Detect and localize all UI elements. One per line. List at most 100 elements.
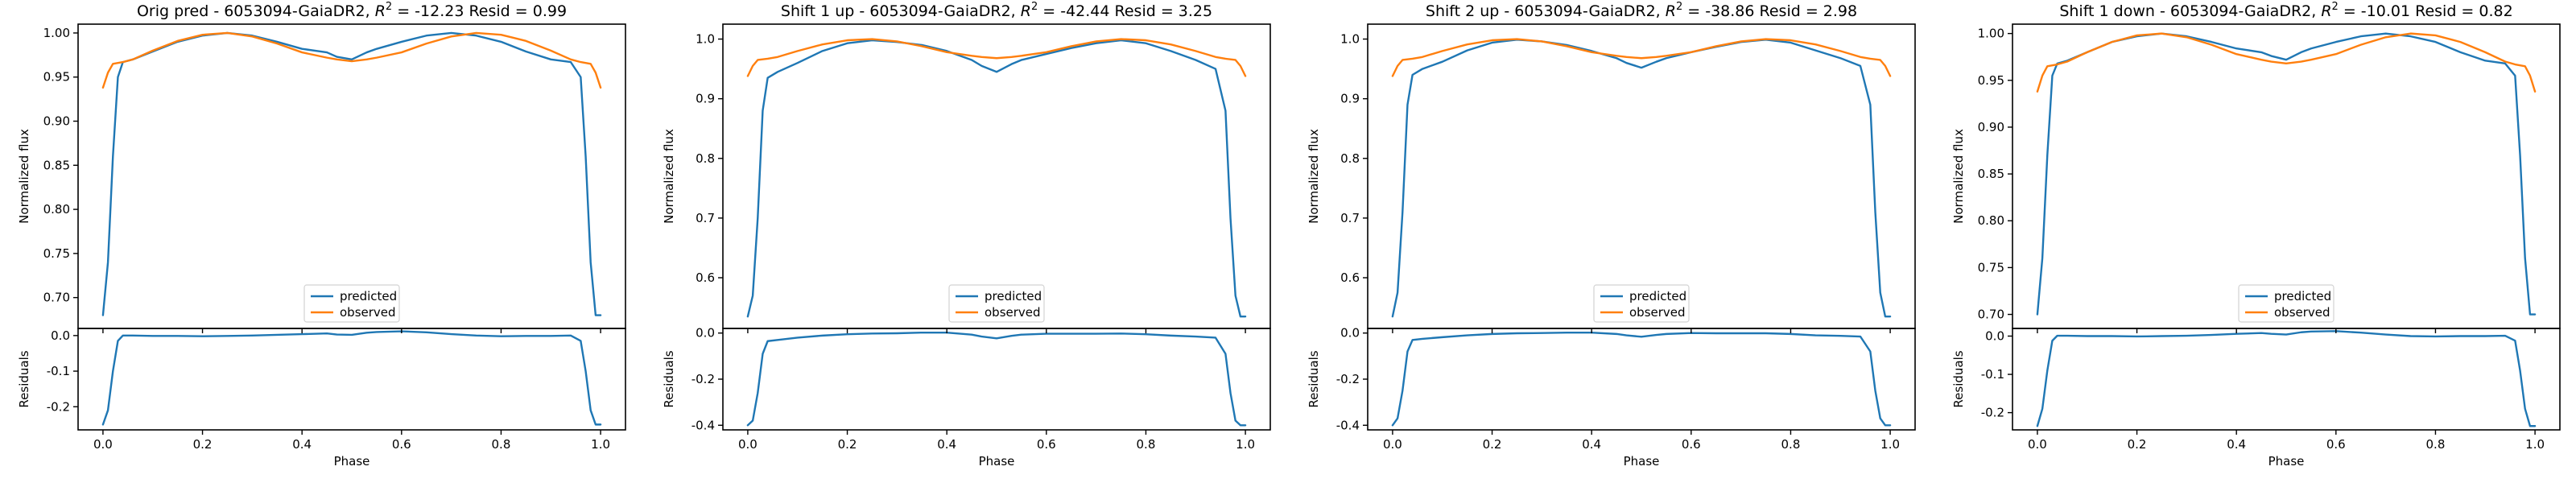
y-tick-label: 0.75	[43, 246, 70, 261]
y-tick-label: 0.8	[1340, 151, 1360, 166]
resid-tick-label: 0.0	[1340, 326, 1360, 341]
x-tick-label: 0.0	[738, 437, 758, 452]
legend-label-predicted: predicted	[2274, 289, 2331, 303]
x-tick-label: 0.6	[2326, 437, 2346, 452]
title-suffix: = -38.86 Resid = 2.98	[1682, 2, 1857, 20]
title-r2-label: R	[1666, 2, 1676, 20]
panel-3: Shift 2 up - 6053094-GaiaDR2, R2 = -38.8…	[1307, 1, 1916, 469]
y-tick-label: 0.95	[1978, 73, 2004, 88]
x-tick-label: 0.8	[1781, 437, 1801, 452]
y-tick-label: 1.00	[1978, 27, 2004, 41]
legend-label-observed: observed	[1629, 305, 1686, 320]
title-r2-sup: 2	[2332, 1, 2339, 13]
title-r2-sup: 2	[386, 1, 392, 13]
x-tick-label: 1.0	[591, 437, 610, 452]
predicted-series-line	[746, 39, 1247, 318]
title-suffix: = -42.44 Resid = 3.25	[1038, 2, 1212, 20]
x-tick-label: 0.2	[193, 437, 213, 452]
x-axis-label: Phase	[1624, 454, 1660, 469]
residuals-series-line	[2036, 330, 2537, 427]
y-tick-label: 0.85	[43, 158, 70, 172]
y-tick-label: 1.0	[1340, 32, 1360, 47]
x-tick-label: 0.2	[838, 437, 857, 452]
y-tick-label: 0.85	[1978, 167, 2004, 181]
legend-label-observed: observed	[985, 305, 1041, 320]
resid-tick-label: -0.2	[691, 372, 715, 386]
y-tick-label: 0.9	[1340, 92, 1360, 106]
resid-tick-label: 0.0	[696, 326, 715, 341]
x-tick-label: 1.0	[1880, 437, 1900, 452]
legend: predicted observed	[303, 284, 400, 323]
resid-tick-label: -0.2	[1336, 372, 1360, 386]
x-axis-label: Phase	[2268, 454, 2305, 469]
x-tick-label: 0.4	[937, 437, 956, 452]
y-tick-label: 0.90	[43, 114, 70, 129]
resid-tick-label: -0.2	[47, 399, 70, 414]
y-tick-label: 0.7	[1340, 211, 1360, 225]
panel-title: Shift 1 down - 6053094-GaiaDR2, R2 = -10…	[2059, 1, 2512, 20]
residuals-axes	[722, 328, 1271, 431]
x-tick-label: 0.2	[2128, 437, 2147, 452]
title-suffix: = -10.01 Resid = 0.82	[2339, 2, 2513, 20]
y-axis-label: Normalized flux	[1951, 129, 1966, 224]
y-tick-label: 0.8	[696, 151, 715, 166]
resid-tick-label: -0.1	[47, 364, 70, 378]
legend-label-predicted: predicted	[985, 289, 1042, 303]
panel-1: Orig pred - 6053094-GaiaDR2, R2 = -12.23…	[17, 1, 626, 469]
panel-title: Shift 1 up - 6053094-GaiaDR2, R2 = -42.4…	[781, 1, 1212, 20]
resid-tick-label: 0.0	[51, 328, 70, 343]
flux-axes	[1367, 23, 1916, 329]
y-axis-label: Normalized flux	[662, 129, 676, 224]
y-tick-label: 0.80	[43, 202, 70, 217]
observed-series-line	[1391, 38, 1892, 77]
predicted-series-line	[2036, 32, 2537, 316]
legend: predicted observed	[1593, 284, 1690, 323]
x-tick-label: 0.0	[1383, 437, 1402, 452]
y-tick-label: 0.7	[696, 211, 715, 225]
legend: predicted observed	[948, 284, 1045, 323]
y-axis-label: Normalized flux	[1307, 129, 1321, 224]
panel-title: Orig pred - 6053094-GaiaDR2, R2 = -12.23…	[137, 1, 567, 20]
residuals-axes	[77, 328, 626, 431]
legend: predicted observed	[2238, 284, 2334, 323]
x-axis-label: Phase	[979, 454, 1015, 469]
y-axis-label: Normalized flux	[17, 129, 31, 224]
x-tick-label: 0.8	[1137, 437, 1156, 452]
flux-axes	[722, 23, 1271, 329]
resid-tick-label: 0.0	[1985, 329, 2004, 344]
title-r2-label: R	[1021, 2, 1031, 20]
legend-label-observed: observed	[340, 305, 396, 320]
y-tick-label: 1.0	[696, 32, 715, 47]
x-tick-label: 1.0	[1236, 437, 1255, 452]
residuals-series-line	[1391, 331, 1892, 427]
observed-series-line	[101, 31, 602, 89]
x-tick-label: 0.6	[392, 437, 411, 452]
observed-series-line	[746, 38, 1247, 77]
x-tick-label: 1.0	[2525, 437, 2545, 452]
resid-tick-label: -0.4	[1336, 418, 1360, 432]
panel-2: Shift 1 up - 6053094-GaiaDR2, R2 = -42.4…	[662, 1, 1271, 469]
title-suffix: = -12.23 Resid = 0.99	[392, 2, 567, 20]
y-tick-label: 0.6	[1340, 270, 1360, 285]
legend-label-observed: observed	[2274, 305, 2330, 320]
predicted-series-line	[101, 31, 602, 316]
x-tick-label: 0.8	[2426, 437, 2446, 452]
residuals-axis-label: Residuals	[1951, 350, 1966, 407]
resid-tick-label: -0.1	[1981, 367, 2004, 382]
resid-tick-label: -0.4	[691, 418, 715, 432]
title-prefix: Shift 2 up - 6053094-GaiaDR2,	[1426, 2, 1666, 20]
y-tick-label: 0.95	[43, 70, 70, 85]
title-r2-label: R	[2321, 2, 2331, 20]
x-tick-label: 0.8	[492, 437, 511, 452]
x-tick-label: 0.6	[1682, 437, 1701, 452]
flux-axes	[77, 23, 626, 329]
title-prefix: Shift 1 down - 6053094-GaiaDR2,	[2059, 2, 2321, 20]
x-tick-label: 0.4	[1582, 437, 1601, 452]
title-prefix: Orig pred - 6053094-GaiaDR2,	[137, 2, 375, 20]
observed-series-line	[2036, 32, 2537, 93]
panel-4: Shift 1 down - 6053094-GaiaDR2, R2 = -10…	[1951, 1, 2561, 469]
y-tick-label: 0.75	[1978, 260, 2004, 275]
x-tick-label: 0.4	[292, 437, 312, 452]
residuals-series-line	[746, 331, 1247, 427]
title-r2-label: R	[375, 2, 386, 20]
